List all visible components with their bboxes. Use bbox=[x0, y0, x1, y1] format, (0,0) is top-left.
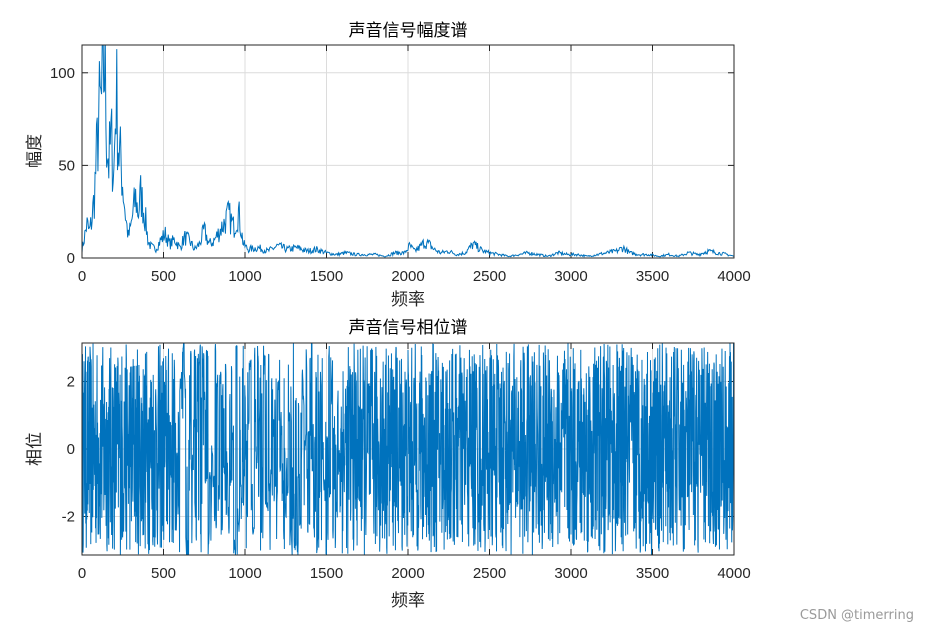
x-tick-label: 1000 bbox=[228, 565, 261, 582]
watermark: CSDN @timerring bbox=[800, 608, 914, 623]
chart-title: 声音信号幅度谱 bbox=[349, 21, 468, 41]
x-ticks: 0 500 1000 1500 2000 2500 3000 3500 4000 bbox=[78, 45, 751, 285]
series-group bbox=[82, 343, 734, 555]
y-axis-label: 幅度 bbox=[25, 134, 45, 168]
x-tick-label: 2500 bbox=[473, 268, 506, 285]
x-axis-label: 频率 bbox=[391, 290, 425, 310]
magnitude-spectrum-chart: 0 500 1000 1500 2000 2500 3000 3500 4000 050100 … bbox=[25, 21, 751, 310]
x-tick-label: 3000 bbox=[554, 565, 587, 582]
phase-spectrum-chart: 0 500 1000 1500 2000 2500 3000 3500 4000 -2 0 2 声音… bbox=[25, 318, 751, 611]
axes-box bbox=[81, 342, 735, 556]
x-tick-label: 2000 bbox=[391, 565, 424, 582]
y-tick-label: 2 bbox=[67, 374, 75, 391]
x-tick-label: 0 bbox=[78, 565, 86, 582]
x-tick-label: 500 bbox=[151, 565, 176, 582]
axes-box bbox=[81, 44, 735, 259]
x-ticks: 0 500 1000 1500 2000 2500 3000 3500 4000 bbox=[78, 343, 751, 582]
phase-line bbox=[82, 343, 734, 555]
y-tick-label: -2 bbox=[62, 508, 75, 525]
x-tick-label: 1500 bbox=[310, 565, 343, 582]
y-tick-label: 0 bbox=[67, 441, 75, 458]
y-tick-label: 100 bbox=[50, 65, 75, 82]
x-tick-label: 3000 bbox=[554, 268, 587, 285]
x-tick-label: 0 bbox=[78, 268, 86, 285]
y-tick-label: 50 bbox=[58, 157, 75, 174]
x-tick-label: 1000 bbox=[228, 268, 261, 285]
series-group bbox=[82, 45, 734, 258]
magnitude-line bbox=[82, 45, 734, 258]
x-tick-label: 1500 bbox=[310, 268, 343, 285]
x-tick-label: 4000 bbox=[717, 565, 750, 582]
x-tick-label: 2000 bbox=[391, 268, 424, 285]
x-tick-label: 3500 bbox=[636, 268, 669, 285]
chart-title: 声音信号相位谱 bbox=[349, 318, 468, 338]
x-axis-label: 频率 bbox=[391, 591, 425, 611]
y-axis-label: 相位 bbox=[25, 432, 45, 466]
x-tick-label: 500 bbox=[151, 268, 176, 285]
x-tick-label: 4000 bbox=[717, 268, 750, 285]
x-tick-label: 3500 bbox=[636, 565, 669, 582]
x-tick-label: 2500 bbox=[473, 565, 506, 582]
y-tick-label: 0 bbox=[67, 250, 75, 267]
